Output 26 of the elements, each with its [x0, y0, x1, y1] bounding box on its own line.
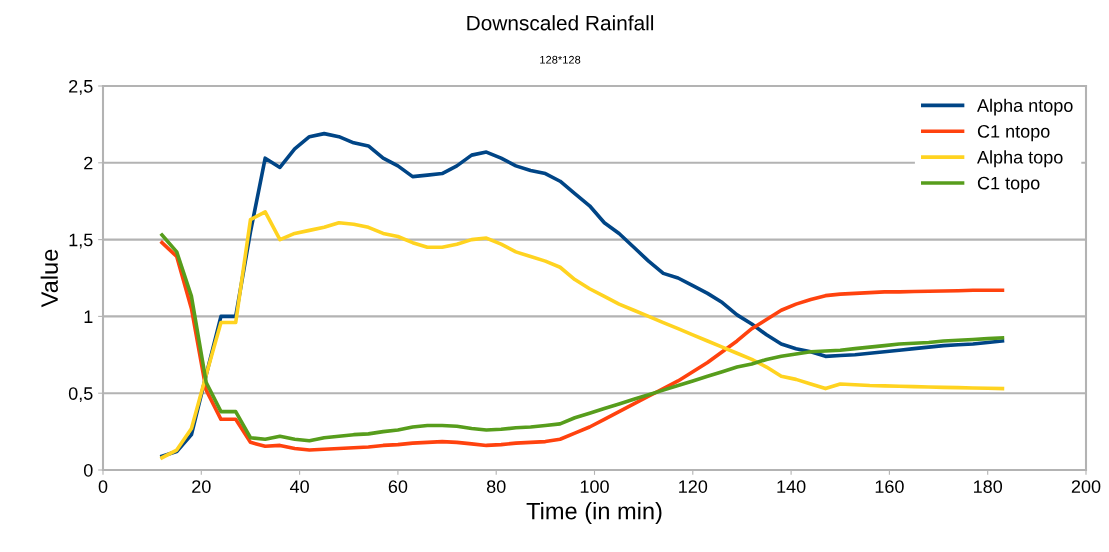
x-tick-label: 140: [777, 480, 806, 493]
y-tick-label: 0,5: [68, 387, 93, 403]
legend-label: C1 ntopo: [977, 124, 1050, 142]
y-tick-label: 1,5: [69, 233, 93, 249]
x-tick-label: 20: [192, 480, 211, 493]
chart-subtitle: 128*128: [540, 55, 581, 64]
x-axis-title: Time (in min): [526, 502, 662, 525]
x-tick-label: 40: [289, 480, 309, 493]
x-tick-label: 60: [388, 480, 408, 493]
x-tick-label: 0: [98, 480, 108, 493]
y-tick-label: 0: [83, 463, 93, 477]
chart-title: Downscaled Rainfall: [467, 15, 654, 31]
line-series: [160, 210, 1005, 460]
x-tick-label: 200: [1071, 480, 1101, 493]
y-tick-label: 1: [84, 310, 93, 323]
x-tick-label: 120: [679, 480, 708, 493]
y-tick-label: 2: [84, 156, 93, 170]
y-axis-title: Value: [40, 249, 58, 308]
x-tick-label: 180: [974, 480, 1003, 493]
legend-label: Alpha ntopo: [977, 98, 1073, 116]
x-tick-label: 100: [580, 480, 609, 493]
legend-label: Alpha topo: [977, 150, 1063, 168]
y-tick-label: 2,5: [69, 79, 93, 95]
x-tick-label: 80: [486, 480, 506, 493]
legend-label: C1 topo: [977, 176, 1040, 194]
x-tick-label: 160: [875, 480, 904, 493]
